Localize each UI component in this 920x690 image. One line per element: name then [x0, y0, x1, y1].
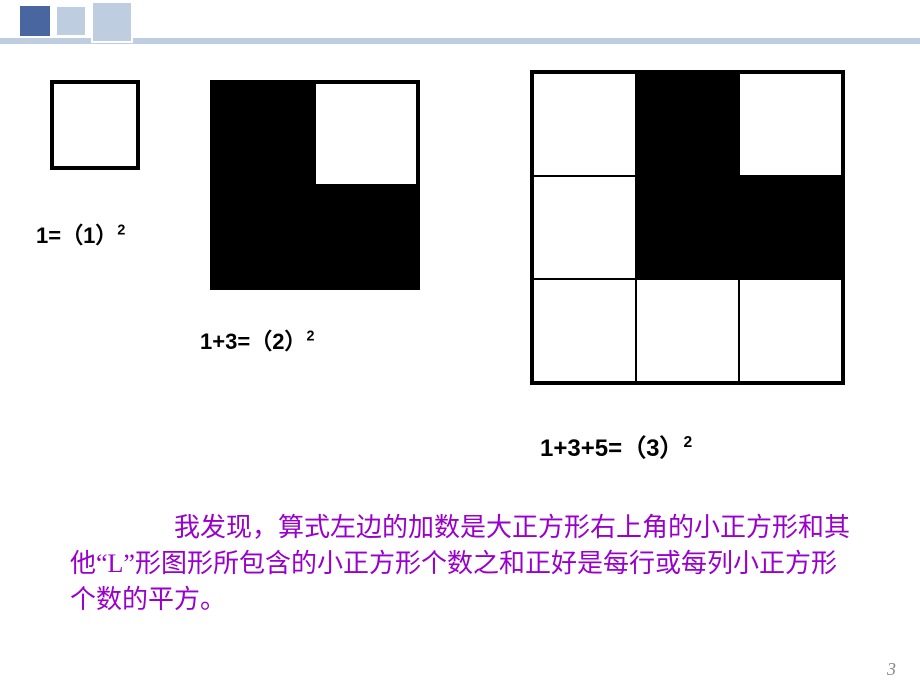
explanation-paragraph: 我发现，算式左边的加数是大正方形右上角的小正方形和其他“L”形图形所包含的小正方…: [70, 510, 860, 618]
formula-exponent: 2: [306, 329, 314, 345]
formula-prefix: 1+3+5=: [540, 435, 622, 462]
paren-open: （: [61, 223, 83, 248]
paren-close: ）: [659, 435, 683, 462]
formula-value: 1: [83, 223, 95, 248]
grid-cell: [636, 73, 739, 176]
formula-exponent: 2: [117, 223, 125, 239]
grid-cell: [533, 176, 636, 279]
grid-cell: [533, 279, 636, 382]
grid-cell: [739, 279, 842, 382]
grid-cell: [315, 185, 417, 287]
formula-exponent: 2: [683, 434, 692, 451]
paren-open: （: [250, 329, 272, 354]
grid-cell: [315, 83, 417, 185]
grid-cell: [213, 83, 315, 185]
paren-open: （: [622, 435, 646, 462]
formula-value: 2: [272, 329, 284, 354]
figure-2x2: [210, 80, 420, 290]
header-decoration: [0, 0, 920, 44]
grid-cell: [636, 279, 739, 382]
formula-3: 1+3+5=（3）2: [540, 428, 692, 463]
formula-1: 1=（1）2: [36, 218, 125, 250]
grid-cell: [636, 176, 739, 279]
grid-cell: [739, 176, 842, 279]
paren-close: ）: [95, 223, 117, 248]
page-number: 3: [887, 659, 896, 680]
formula-prefix: 1=: [36, 223, 61, 248]
grid-cell: [533, 73, 636, 176]
figure-1x1: [50, 80, 140, 170]
grid-cell: [213, 185, 315, 287]
paren-close: ）: [284, 329, 306, 354]
formula-value: 3: [646, 435, 659, 462]
figure-3x3: [530, 70, 845, 385]
formula-2: 1+3=（2）2: [200, 324, 314, 356]
grid-cell: [53, 83, 137, 167]
grid-cell: [739, 73, 842, 176]
formula-prefix: 1+3=: [200, 329, 250, 354]
